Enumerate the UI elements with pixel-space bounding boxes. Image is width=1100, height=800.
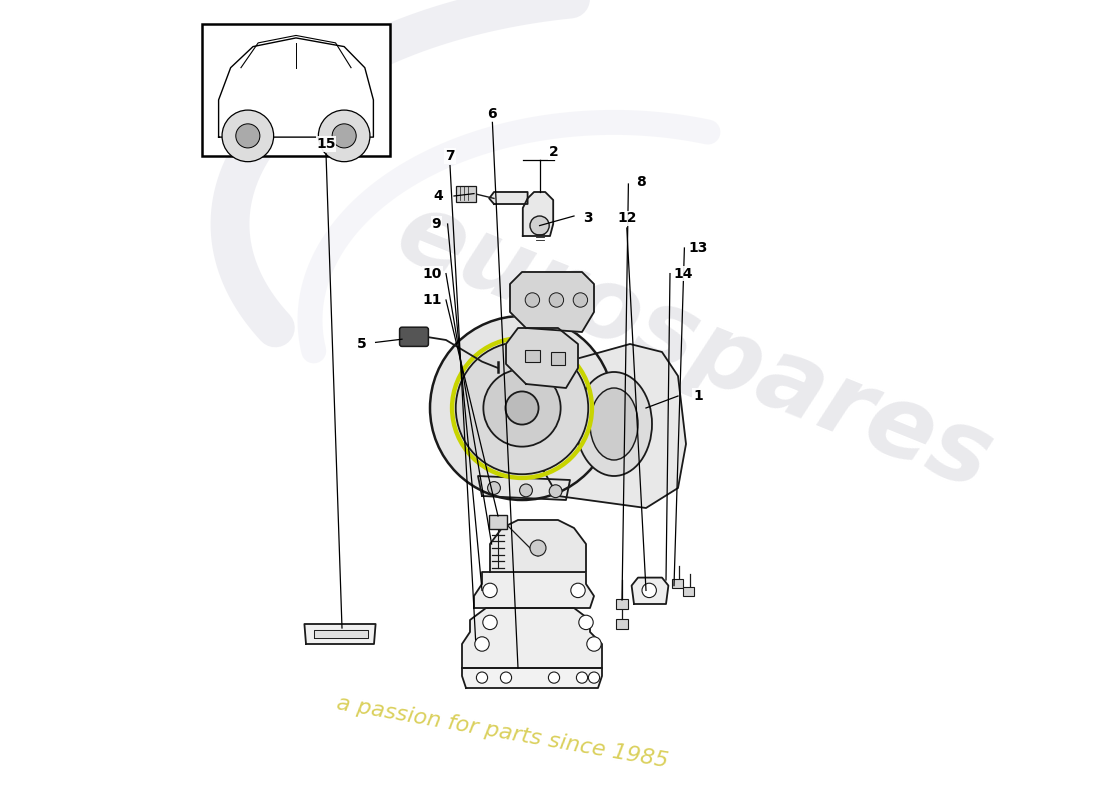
Circle shape — [455, 342, 588, 474]
Text: eurospares: eurospares — [383, 185, 1005, 511]
FancyBboxPatch shape — [456, 186, 475, 202]
Polygon shape — [522, 192, 553, 236]
Circle shape — [500, 672, 512, 683]
Polygon shape — [510, 272, 594, 332]
Circle shape — [222, 110, 274, 162]
Circle shape — [483, 615, 497, 630]
Polygon shape — [542, 344, 686, 508]
Text: 14: 14 — [674, 266, 693, 281]
Ellipse shape — [590, 388, 638, 460]
Circle shape — [549, 672, 560, 683]
Circle shape — [576, 672, 587, 683]
Polygon shape — [506, 328, 578, 388]
Circle shape — [588, 672, 600, 683]
Text: 15: 15 — [317, 137, 336, 151]
Circle shape — [525, 293, 540, 307]
Circle shape — [332, 124, 356, 148]
Circle shape — [475, 637, 490, 651]
Text: 3: 3 — [584, 210, 593, 225]
FancyBboxPatch shape — [672, 579, 683, 588]
FancyBboxPatch shape — [490, 515, 507, 529]
Text: 7: 7 — [446, 149, 454, 163]
Circle shape — [549, 485, 562, 498]
Polygon shape — [478, 476, 570, 500]
Circle shape — [318, 110, 370, 162]
Circle shape — [586, 637, 602, 651]
Polygon shape — [462, 668, 602, 688]
FancyBboxPatch shape — [551, 352, 565, 365]
Text: 11: 11 — [422, 293, 442, 307]
Text: 10: 10 — [422, 266, 442, 281]
Polygon shape — [314, 630, 367, 638]
FancyBboxPatch shape — [399, 327, 428, 346]
Text: 13: 13 — [689, 241, 707, 255]
Polygon shape — [474, 572, 594, 608]
Polygon shape — [490, 520, 586, 572]
Polygon shape — [305, 624, 375, 644]
Circle shape — [430, 316, 614, 500]
FancyBboxPatch shape — [683, 587, 694, 596]
FancyBboxPatch shape — [616, 619, 628, 629]
Text: 8: 8 — [636, 175, 646, 190]
Text: 6: 6 — [487, 106, 497, 121]
Text: 12: 12 — [617, 211, 637, 226]
Circle shape — [476, 672, 487, 683]
Circle shape — [487, 482, 500, 494]
Text: 2: 2 — [549, 145, 559, 159]
Circle shape — [530, 540, 546, 556]
Circle shape — [579, 615, 593, 630]
Ellipse shape — [576, 372, 652, 476]
Text: 1: 1 — [693, 389, 703, 403]
Circle shape — [573, 293, 587, 307]
Circle shape — [530, 216, 549, 235]
Polygon shape — [462, 608, 602, 668]
Polygon shape — [219, 38, 373, 137]
Polygon shape — [490, 192, 528, 204]
Text: 4: 4 — [433, 189, 443, 203]
Circle shape — [483, 583, 497, 598]
Circle shape — [505, 391, 539, 425]
Text: 5: 5 — [358, 337, 367, 351]
FancyBboxPatch shape — [616, 599, 628, 609]
Text: a passion for parts since 1985: a passion for parts since 1985 — [334, 693, 670, 771]
Circle shape — [235, 124, 260, 148]
Circle shape — [571, 583, 585, 598]
Circle shape — [483, 370, 561, 446]
Circle shape — [549, 293, 563, 307]
FancyBboxPatch shape — [525, 350, 540, 362]
Bar — [202, 24, 390, 156]
Polygon shape — [631, 578, 669, 604]
Circle shape — [519, 484, 532, 497]
Circle shape — [642, 583, 657, 598]
Text: 9: 9 — [431, 217, 441, 231]
